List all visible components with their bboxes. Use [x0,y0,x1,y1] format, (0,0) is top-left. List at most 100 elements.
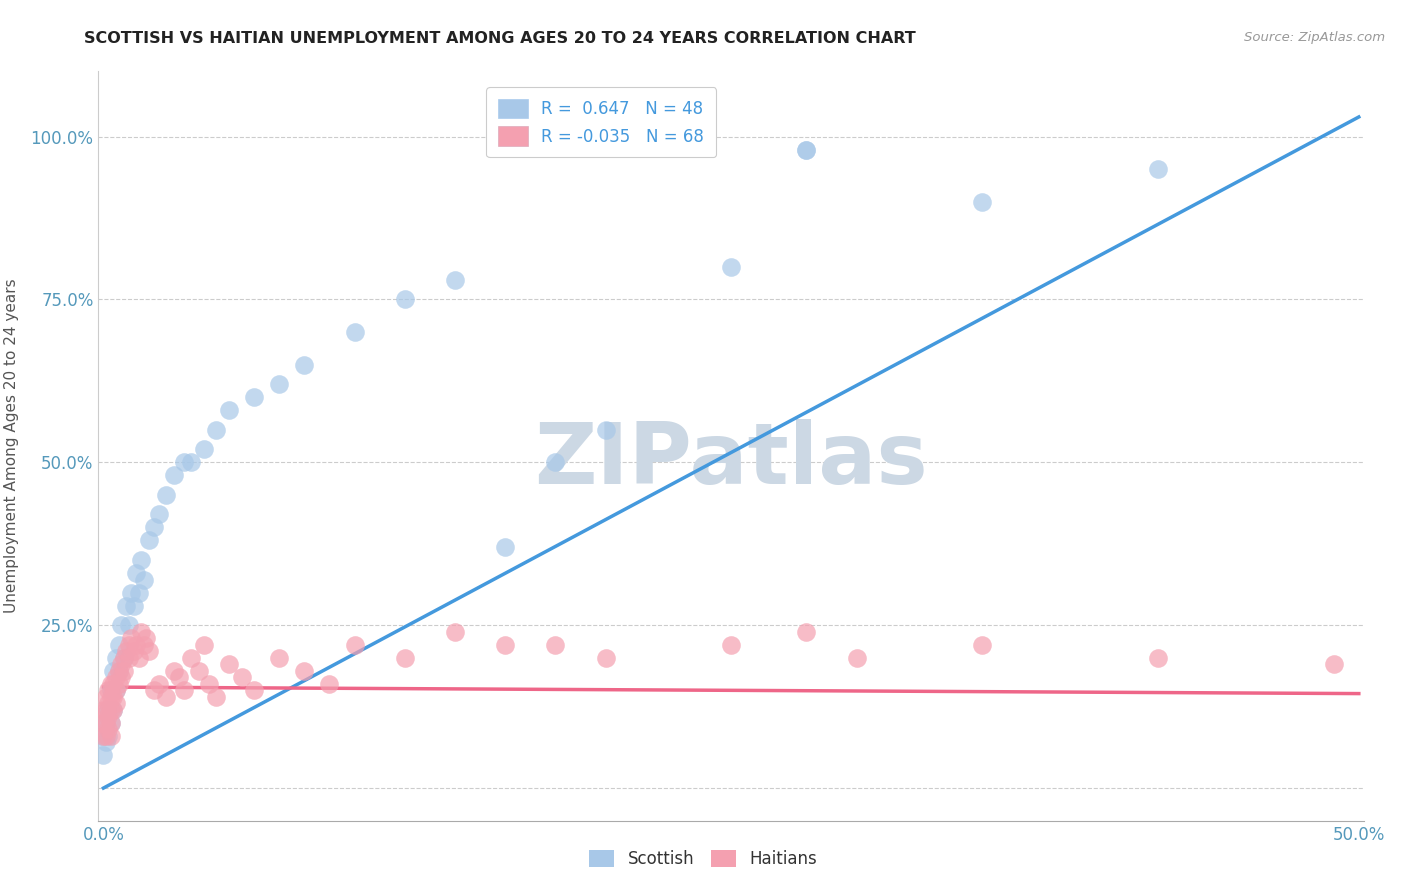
Point [972,194,994,209]
Point [205,690,228,704]
Point [1147,650,1170,665]
Point [142,520,165,534]
Point [110,670,132,684]
Text: Source: ZipAtlas.com: Source: ZipAtlas.com [1244,31,1385,45]
Point [544,638,567,652]
Point [100,690,122,704]
Y-axis label: Unemployment Among Ages 20 to 24 years: Unemployment Among Ages 20 to 24 years [4,278,20,614]
Point [103,703,125,717]
Point [100,715,122,730]
Legend: Scottish, Haitians: Scottish, Haitians [582,843,824,875]
Point [103,703,125,717]
Point [720,638,742,652]
Point [125,638,148,652]
Point [343,325,366,339]
Point [205,423,228,437]
Point [107,664,129,678]
Point [343,638,366,652]
Point [318,677,340,691]
Point [394,293,416,307]
Point [167,670,190,684]
Point [117,638,139,652]
Point [112,650,135,665]
Point [93,748,115,763]
Point [218,657,240,672]
Point [544,455,567,469]
Legend: R =  0.647   N = 48, R = -0.035   N = 68: R = 0.647 N = 48, R = -0.035 N = 68 [486,87,716,157]
Text: ZIPatlas: ZIPatlas [534,419,928,502]
Point [105,697,128,711]
Point [129,624,152,639]
Point [193,638,215,652]
Point [132,573,155,587]
Point [720,260,742,274]
Point [120,631,142,645]
Point [138,644,160,658]
Point [180,455,202,469]
Point [138,533,160,548]
Point [494,638,516,652]
Point [494,540,516,554]
Point [128,585,150,599]
Text: SCOTTISH VS HAITIAN UNEMPLOYMENT AMONG AGES 20 TO 24 YEARS CORRELATION CHART: SCOTTISH VS HAITIAN UNEMPLOYMENT AMONG A… [84,31,917,46]
Point [132,638,155,652]
Point [148,677,170,691]
Point [93,729,115,743]
Point [100,715,122,730]
Point [128,650,150,665]
Point [135,631,157,645]
Point [93,703,115,717]
Point [117,650,139,665]
Point [173,683,195,698]
Point [100,683,122,698]
Point [444,273,467,287]
Point [122,644,145,658]
Point [125,566,148,580]
Point [595,423,617,437]
Point [129,553,152,567]
Point [105,670,128,684]
Point [105,683,128,698]
Point [155,488,177,502]
Point [444,624,467,639]
Point [231,670,253,684]
Point [243,683,266,698]
Point [292,358,315,372]
Point [796,143,818,157]
Point [394,650,416,665]
Point [1147,162,1170,177]
Point [97,723,120,737]
Point [100,729,122,743]
Point [155,690,177,704]
Point [163,468,186,483]
Point [97,683,120,698]
Point [243,390,266,404]
Point [107,638,129,652]
Point [112,650,135,665]
Point [103,664,125,678]
Point [796,143,818,157]
Point [97,697,120,711]
Point [218,403,240,417]
Point [103,690,125,704]
Point [107,677,129,691]
Point [94,690,117,704]
Point [94,715,117,730]
Point [173,455,195,469]
Point [110,657,132,672]
Point [198,677,221,691]
Point [269,650,291,665]
Point [103,677,125,691]
Point [193,442,215,457]
Point [100,703,122,717]
Point [97,729,120,743]
Point [97,703,120,717]
Point [187,664,209,678]
Point [142,683,165,698]
Point [269,377,291,392]
Point [122,599,145,613]
Point [163,664,186,678]
Point [93,729,115,743]
Point [117,618,139,632]
Point [180,650,202,665]
